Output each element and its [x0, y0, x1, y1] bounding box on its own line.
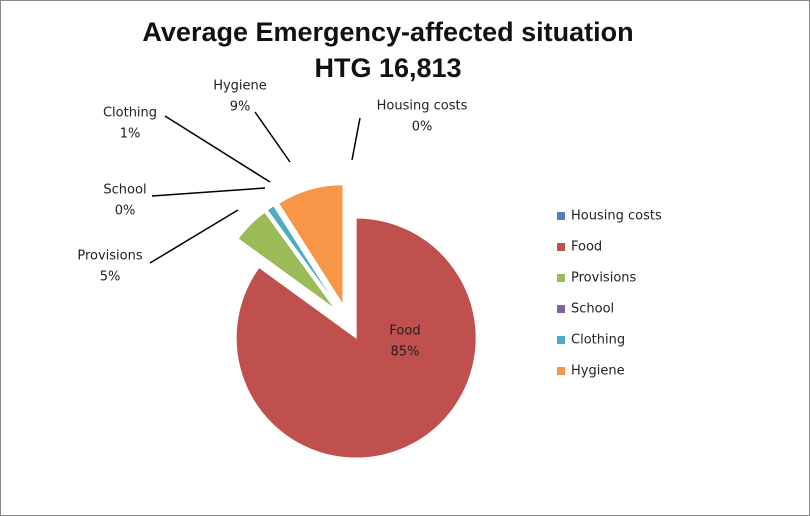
legend-label: Hygiene [571, 364, 625, 379]
data-label-value: 0% [412, 120, 433, 135]
data-label-name: Provisions [77, 249, 143, 264]
legend-swatch [557, 212, 565, 220]
pie-slice [237, 211, 336, 310]
data-label-name: Housing costs [377, 99, 468, 114]
pie-slice [235, 217, 477, 459]
legend-swatch [557, 336, 565, 344]
data-label-name: School [103, 183, 146, 198]
legend-swatch [557, 305, 565, 313]
legend-label: Provisions [571, 271, 637, 286]
leader-line [149, 209, 239, 264]
leader-line [151, 187, 266, 197]
pie-slice [277, 184, 344, 307]
legend-label: School [571, 302, 614, 317]
legend-swatch [557, 367, 565, 375]
leader-line [351, 117, 361, 161]
pie-slice [266, 205, 339, 308]
data-label-value: 85% [391, 345, 420, 360]
data-label-name: Clothing [103, 106, 157, 121]
leader-line [164, 115, 271, 183]
data-label-name: Hygiene [213, 79, 267, 94]
data-label-value: 1% [120, 127, 141, 142]
chart-subtitle: HTG 16,813 [314, 53, 461, 83]
chart-title: Average Emergency-affected situation [142, 17, 633, 47]
legend-swatch [557, 274, 565, 282]
data-label-value: 0% [115, 204, 136, 219]
legend-label: Housing costs [571, 209, 662, 224]
pie-slice [266, 210, 338, 308]
legend-swatch [557, 243, 565, 251]
data-label-value: 9% [230, 100, 251, 115]
leader-line [254, 111, 291, 163]
legend-label: Food [571, 240, 602, 255]
legend-label: Clothing [571, 333, 625, 348]
data-label-name: Food [389, 324, 420, 339]
data-label-value: 5% [100, 270, 121, 285]
